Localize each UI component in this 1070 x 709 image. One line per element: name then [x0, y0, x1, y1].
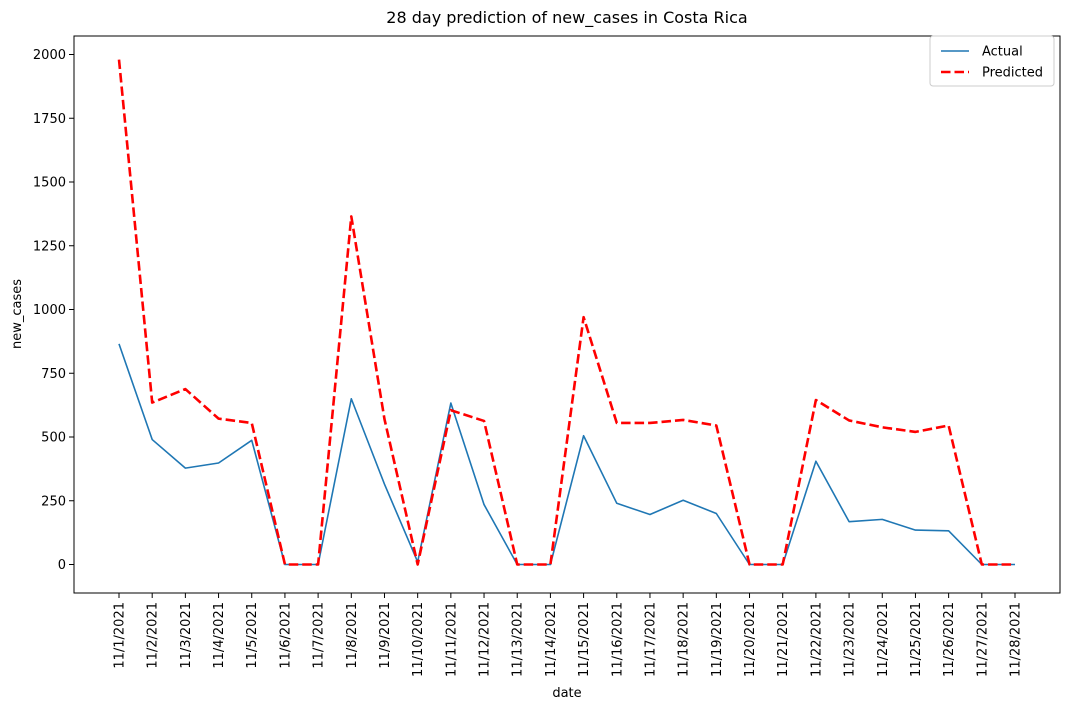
y-tick-label: 1250: [33, 239, 66, 254]
x-tick-label: 11/21/2021: [776, 602, 791, 677]
x-tick-label: 11/5/2021: [245, 602, 260, 669]
x-tick-label: 11/7/2021: [312, 602, 327, 669]
x-tick-label: 11/11/2021: [444, 602, 459, 677]
plot-area-frame: [73, 35, 1061, 594]
legend: Actual Predicted: [929, 35, 1055, 87]
x-tick-label: 11/4/2021: [212, 602, 227, 669]
x-tick-label: 11/2/2021: [146, 602, 161, 669]
x-tick-label: 11/16/2021: [610, 602, 625, 677]
legend-label-actual: Actual: [982, 45, 1023, 60]
x-tick-label: 11/26/2021: [942, 602, 957, 677]
x-tick-label: 11/23/2021: [843, 602, 858, 677]
x-tick-label: 11/24/2021: [876, 602, 891, 677]
x-tick-label: 11/14/2021: [544, 602, 559, 677]
x-tick-label: 11/6/2021: [278, 602, 293, 669]
y-tick-label: 1750: [33, 112, 66, 127]
x-tick-label: 11/25/2021: [909, 602, 924, 677]
x-tick-label: 11/27/2021: [975, 602, 990, 677]
x-tick-label: 11/3/2021: [179, 602, 194, 669]
x-tick-label: 11/9/2021: [378, 602, 393, 669]
y-tick-label: 2000: [33, 48, 66, 63]
x-tick-label: 11/28/2021: [1009, 602, 1024, 677]
y-tick-label: 250: [41, 494, 66, 509]
y-tick-label: 1500: [33, 176, 66, 191]
y-axis: 0 250 500 750 1000 1250 1500 1750 2000: [33, 48, 74, 573]
x-axis-label: date: [552, 686, 581, 701]
x-tick-label: 11/18/2021: [677, 602, 692, 677]
x-tick-label: 11/13/2021: [511, 602, 526, 677]
x-tick-label: 11/15/2021: [577, 602, 592, 677]
series-line-actual: [118, 343, 1015, 566]
y-axis-label: new_cases: [10, 279, 25, 349]
y-tick-label: 1000: [33, 303, 66, 318]
series-layer: [117, 59, 1015, 566]
legend-box: [929, 35, 1055, 87]
x-tick-label: 11/10/2021: [411, 602, 426, 677]
legend-label-predicted: Predicted: [982, 66, 1043, 81]
x-tick-label: 11/19/2021: [710, 602, 725, 677]
x-tick-label: 11/22/2021: [809, 602, 824, 677]
x-axis: 11/1/2021 11/2/2021 11/3/2021 11/4/2021 11/5…: [113, 593, 1024, 677]
y-tick-label: 500: [41, 431, 66, 446]
x-tick-label: 11/8/2021: [345, 602, 360, 669]
x-tick-label: 11/12/2021: [478, 602, 493, 677]
y-tick-label: 0: [58, 558, 66, 573]
series-line-predicted: [117, 59, 1015, 566]
chart-title: 28 day prediction of new_cases in Costa …: [386, 8, 747, 28]
y-tick-label: 750: [41, 367, 66, 382]
x-tick-label: 11/20/2021: [743, 602, 758, 677]
x-tick-label: 11/17/2021: [643, 602, 658, 677]
x-tick-label: 11/1/2021: [113, 602, 128, 669]
